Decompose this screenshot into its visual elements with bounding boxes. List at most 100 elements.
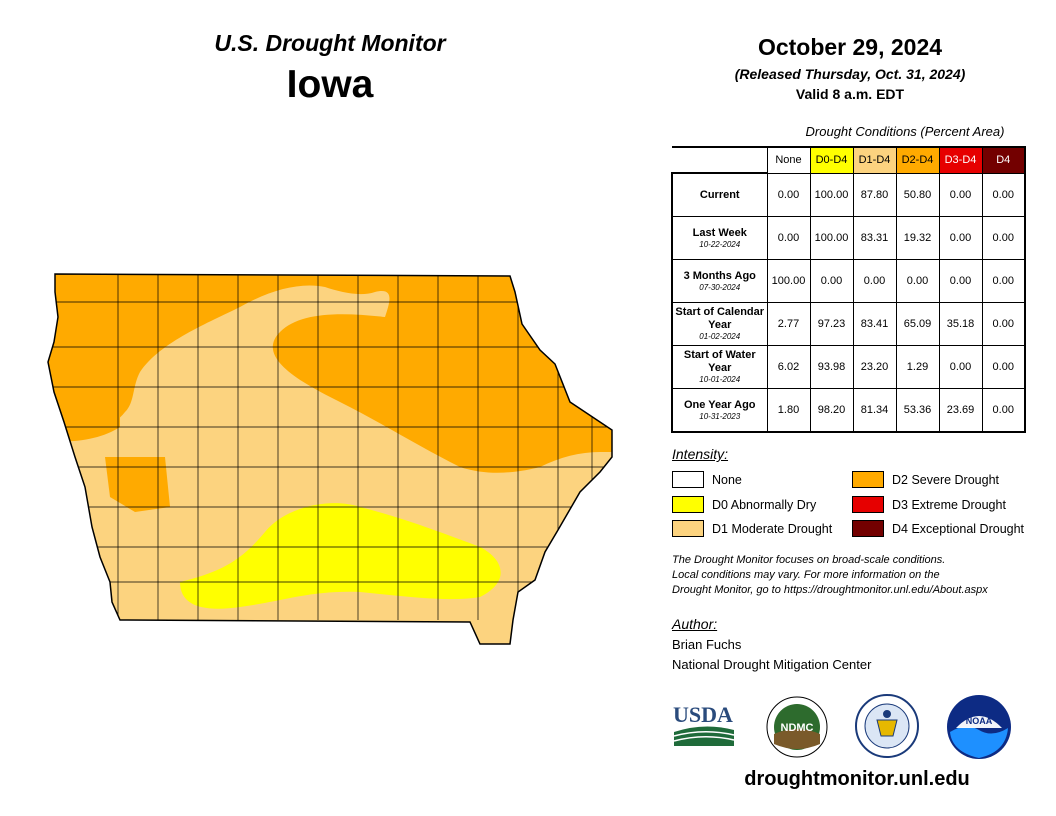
table-cell: 1.80	[766, 388, 811, 433]
table-row: Last Week 10-22-2024 0.00 100.00 83.31 19.32 0…	[671, 216, 1026, 260]
usda-logo-text: USDA	[673, 702, 733, 727]
legend-swatch	[852, 496, 884, 513]
column-header: D0-D4	[809, 146, 854, 174]
legend-label: D3 Extreme Drought	[892, 497, 1006, 512]
row-label: Start of Water Year 10-01-2024	[671, 345, 768, 389]
table-cell: 98.20	[809, 388, 854, 433]
legend-label: D1 Moderate Drought	[712, 521, 833, 536]
legend-label: None	[712, 472, 742, 487]
table-cell: 0.00	[938, 172, 983, 217]
table-cell: 100.00	[809, 216, 854, 260]
table-cell: 87.80	[852, 172, 897, 217]
column-header: D2-D4	[895, 146, 940, 174]
table-cell: 0.00	[981, 302, 1026, 346]
table-cell: 0.00	[981, 216, 1026, 260]
commerce-seal-logo	[855, 694, 919, 758]
table-cell: 0.00	[809, 259, 854, 303]
table-row: Start of Water Year 10-01-2024 6.02 93.98 23…	[671, 345, 1026, 389]
legend-swatch	[672, 471, 704, 488]
note-line: Drought Monitor, go to https://droughtmo…	[672, 584, 988, 596]
legend-item-none: None	[672, 471, 742, 488]
row-label-text: Start of Calendar Year	[675, 306, 765, 331]
author-label: Author:	[672, 616, 718, 632]
author-name: Brian Fuchs	[672, 637, 742, 652]
row-label: Start of Calendar Year 01-02-2024	[671, 302, 768, 346]
table-cell: 50.80	[895, 172, 940, 217]
column-header: D4	[981, 146, 1026, 174]
legend-item-d0: D0 Abnormally Dry	[672, 496, 816, 513]
table-cell: 0.00	[981, 388, 1026, 433]
row-label-text: Current	[699, 188, 740, 201]
row-label: Last Week 10-22-2024	[671, 216, 768, 260]
table-cell: 100.00	[809, 172, 854, 217]
legend-item-d3: D3 Extreme Drought	[852, 496, 1006, 513]
drought-conditions-table: None D0-D4 D1-D4 D2-D4 D3-D4 D4 Current 0…	[671, 146, 1026, 433]
iowa-drought-map	[47, 273, 613, 645]
noaa-logo-text: NOAA	[966, 716, 993, 726]
table-cell: 83.41	[852, 302, 897, 346]
disclaimer-note: The Drought Monitor focuses on broad-sca…	[672, 553, 1042, 598]
row-label: 3 Months Ago 07-30-2024	[671, 259, 768, 303]
iowa-outline	[47, 273, 613, 645]
legend-label: D4 Exceptional Drought	[892, 521, 1025, 536]
row-label-text: 3 Months Ago	[683, 269, 756, 282]
row-label-text: Last Week	[692, 226, 747, 239]
table-cell: 0.00	[981, 172, 1026, 217]
legend-swatch	[852, 520, 884, 537]
map-subtitle: U.S. Drought Monitor	[214, 30, 446, 56]
row-label-text: Start of Water Year	[683, 349, 756, 374]
table-row: Start of Calendar Year 01-02-2024 2.77 97.2…	[671, 302, 1026, 346]
table-cell: 2.77	[766, 302, 811, 346]
row-label: Current	[671, 172, 768, 217]
row-label-text: One Year Ago	[683, 398, 756, 411]
row-date: 01-02-2024	[699, 332, 741, 341]
row-date: 10-01-2024	[699, 375, 741, 384]
table-cell: 35.18	[938, 302, 983, 346]
release-date: (Released Thursday, Oct. 31, 2024)	[734, 66, 966, 82]
table-cell: 53.36	[895, 388, 940, 433]
legend-item-d4: D4 Exceptional Drought	[852, 520, 1024, 537]
table-cell: 0.00	[938, 259, 983, 303]
date-header: October 29, 2024 (Released Thursday, Oct…	[690, 34, 1010, 102]
table-cell: 0.00	[852, 259, 897, 303]
table-cell: 19.32	[895, 216, 940, 260]
table-cell: 0.00	[938, 345, 983, 389]
table-cell: 1.29	[895, 345, 940, 389]
row-date: 10-22-2024	[699, 239, 741, 249]
drought-areas	[48, 274, 612, 644]
table-cell: 93.98	[809, 345, 854, 389]
legend-item-d1: D1 Moderate Drought	[672, 520, 832, 537]
website-url[interactable]: droughtmonitor.unl.edu	[744, 768, 970, 790]
ndmc-logo-text: NDMC	[781, 722, 814, 734]
ndmc-logo: NDMC	[766, 696, 828, 758]
note-line: Local conditions may vary. For more info…	[672, 569, 940, 581]
table-cell: 83.31	[852, 216, 897, 260]
table-cell: 100.00	[766, 259, 811, 303]
table-row: 3 Months Ago 07-30-2024 100.00 0.00 0.00 0.00…	[671, 259, 1026, 303]
table-cell: 65.09	[895, 302, 940, 346]
row-label: One Year Ago 10-31-2023	[671, 388, 768, 433]
legend-swatch	[672, 496, 704, 513]
note-line: The Drought Monitor focuses on broad-sca…	[672, 554, 946, 566]
legend-swatch	[852, 471, 884, 488]
valid-time: Valid 8 a.m. EDT	[795, 86, 905, 102]
table-row: Current 0.00 100.00 87.80 50.80 0.00 0.00	[671, 172, 1026, 217]
column-header: None	[766, 146, 811, 174]
table-cell: 23.20	[852, 345, 897, 389]
legend-label: D2 Severe Drought	[892, 472, 1000, 487]
legend-swatch	[672, 520, 704, 537]
table-cell: 6.02	[766, 345, 811, 389]
table-cell: 97.23	[809, 302, 854, 346]
legend-item-d2: D2 Severe Drought	[852, 471, 999, 488]
state-title: Iowa	[286, 63, 374, 106]
map-date: October 29, 2024	[757, 34, 943, 60]
legend-label: D0 Abnormally Dry	[712, 497, 817, 512]
table-cell: 81.34	[852, 388, 897, 433]
table-cell: 0.00	[895, 259, 940, 303]
row-date: 10-31-2023	[699, 411, 741, 421]
table-cell: 0.00	[981, 259, 1026, 303]
legend-title: Intensity:	[672, 446, 729, 462]
row-date: 07-30-2024	[699, 282, 741, 292]
column-header: D3-D4	[938, 146, 983, 174]
d2-southwest-area	[105, 457, 170, 512]
